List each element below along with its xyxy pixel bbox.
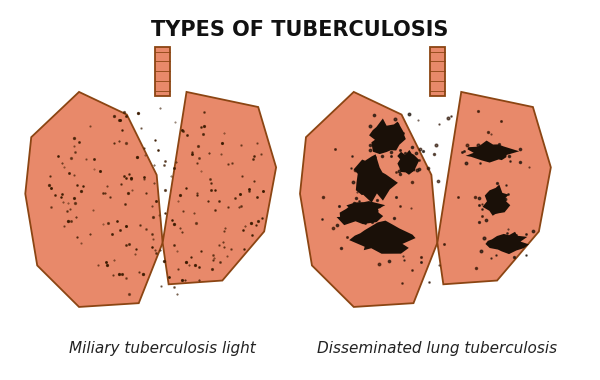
Polygon shape — [482, 185, 510, 216]
Polygon shape — [337, 201, 385, 225]
Text: Miliary tuberculosis light: Miliary tuberculosis light — [69, 341, 256, 356]
Bar — [430, 47, 445, 96]
Polygon shape — [485, 232, 529, 254]
Polygon shape — [466, 141, 519, 163]
Polygon shape — [437, 92, 551, 284]
Polygon shape — [397, 150, 419, 175]
Polygon shape — [353, 154, 398, 203]
Polygon shape — [163, 92, 276, 284]
Polygon shape — [300, 92, 437, 307]
Text: Disseminated lung tuberculosis: Disseminated lung tuberculosis — [317, 341, 557, 356]
Bar — [155, 47, 170, 96]
Polygon shape — [349, 221, 416, 254]
Polygon shape — [25, 92, 163, 307]
Polygon shape — [369, 119, 406, 154]
Text: TYPES OF TUBERCULOSIS: TYPES OF TUBERCULOSIS — [151, 20, 449, 40]
